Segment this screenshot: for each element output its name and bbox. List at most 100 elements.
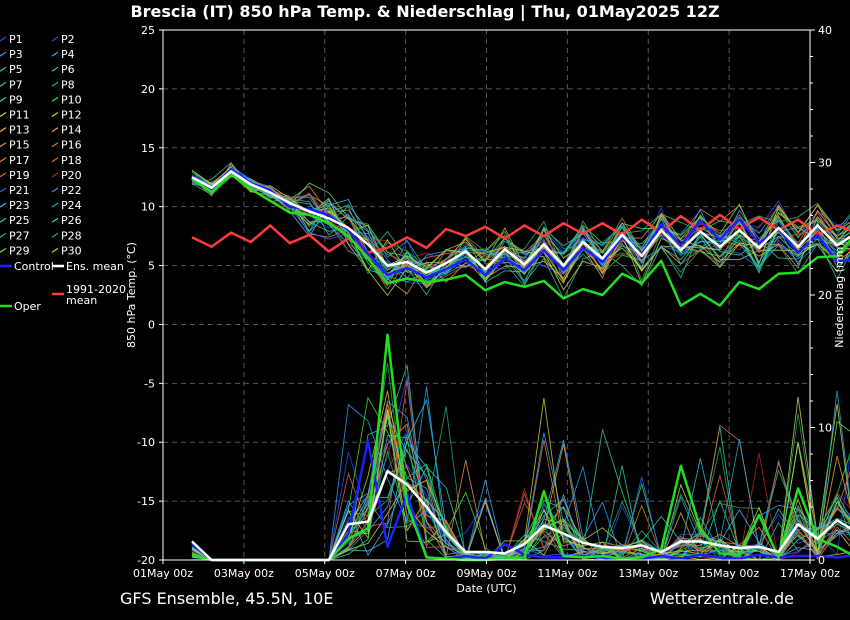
y-tick-label: 10: [141, 201, 155, 214]
legend-label: P18: [61, 154, 82, 167]
x-tick-label: 17May 00z: [780, 567, 840, 580]
legend-swatch: [51, 217, 59, 223]
y-tick-label: 25: [141, 24, 155, 37]
legend-swatch: [51, 51, 59, 57]
y-axis-label: 850 hPa Temp. (°C): [125, 242, 138, 348]
legend-swatch: [51, 172, 59, 178]
y-tick-label: 20: [141, 83, 155, 96]
member-precip-line: [191, 408, 850, 561]
y-tick-label: -10: [137, 436, 155, 449]
x-tick-label: 15May 00z: [699, 567, 759, 580]
legend-label: P28: [61, 229, 82, 242]
y-tick-label: -5: [144, 377, 155, 390]
member-temp-line: [191, 174, 850, 272]
x-axis-label: Date (UTC): [456, 582, 516, 595]
y2-tick-label: 20: [818, 289, 832, 302]
legend-label: P5: [9, 63, 23, 76]
legend-swatch: [51, 247, 59, 253]
legend-label: P4: [61, 48, 75, 61]
member-temp-line: [191, 171, 850, 284]
legend-swatch: [0, 202, 7, 208]
legend-swatch: [51, 127, 59, 133]
axes: 01May 00z 03May 00z 05May 00z 07May 00z 09Ma…: [125, 24, 846, 595]
legend-swatch: [51, 81, 59, 87]
legend-label: Oper: [14, 300, 41, 313]
legend-swatch: [0, 187, 7, 193]
legend-swatch: [0, 112, 7, 117]
legend-label: P6: [61, 63, 75, 76]
y-tick-label: -20: [137, 554, 155, 567]
oper-temp-line: [191, 171, 850, 307]
legend-swatch: [0, 36, 7, 42]
x-tick-label: 01May 00z: [133, 567, 193, 580]
legend-label: P14: [61, 124, 82, 137]
legend-swatch: [51, 142, 59, 148]
legend-label: P30: [61, 244, 82, 257]
y-tick-label: -15: [137, 495, 155, 508]
legend-label: P15: [9, 139, 30, 152]
legend-swatch: [51, 66, 59, 72]
member-precip-line: [191, 406, 850, 561]
ens-mean-precip-line: [191, 469, 850, 562]
chart-title: Brescia (IT) 850 hPa Temp. & Niederschla…: [130, 2, 720, 21]
legend-swatch: [0, 81, 7, 87]
legend-swatch: [51, 96, 59, 102]
y-tick-label: 15: [141, 142, 155, 155]
legend-label: P29: [9, 244, 30, 257]
legend-label: P17: [9, 154, 30, 167]
legend-swatch: [51, 112, 59, 117]
legend-label: P13: [9, 124, 30, 137]
model-footer: GFS Ensemble, 45.5N, 10E: [120, 589, 334, 608]
member-temp-line: [191, 170, 850, 280]
member-temp-line: [191, 176, 850, 286]
y2-tick-label: 0: [818, 554, 825, 567]
member-precip-line: [191, 413, 850, 561]
y-tick-label: 5: [148, 260, 155, 273]
x-tick-label: 11May 00z: [537, 567, 597, 580]
legend-label: P20: [61, 169, 82, 182]
legend-swatch: [51, 157, 59, 163]
y2-tick-label: 30: [818, 157, 832, 170]
legend-label: P27: [9, 229, 30, 242]
legend-label: 1991-2020: [66, 283, 126, 296]
legend-label: P23: [9, 199, 30, 212]
legend-swatch: [0, 172, 7, 178]
member-precip-line: [191, 398, 850, 561]
legend-label: P21: [9, 184, 30, 197]
legend-label: P22: [61, 184, 82, 197]
legend-swatch: [51, 187, 59, 193]
legend-label: P19: [9, 169, 30, 182]
x-tick-label: 07May 00z: [376, 567, 436, 580]
source-footer: Wetterzentrale.de: [649, 589, 794, 608]
legend-label: P10: [61, 93, 82, 106]
x-tick-label: 13May 00z: [618, 567, 678, 580]
member-precip-line: [191, 410, 850, 561]
legend-label: P7: [9, 78, 23, 91]
legend-swatch: [0, 157, 7, 163]
member-precip-line: [191, 403, 850, 561]
legend-swatch: [51, 232, 59, 238]
legend-label: P9: [9, 93, 23, 106]
y2-tick-label: 10: [818, 422, 832, 435]
legend-label: mean: [66, 294, 97, 307]
member-precip-line: [191, 409, 850, 561]
grid: [163, 30, 810, 560]
legend-swatch: [51, 202, 59, 208]
legend-swatch: [0, 51, 7, 57]
legend-swatch: [0, 127, 7, 133]
clim-mean-line: [191, 213, 850, 254]
ens-mean-temp-line: [191, 170, 850, 274]
legend-label: P8: [61, 78, 75, 91]
x-tick-label: 03May 00z: [214, 567, 274, 580]
legend-label: P12: [61, 109, 82, 122]
legend-label: P1: [9, 33, 23, 46]
member-precip-line: [191, 403, 850, 562]
y-tick-label: 0: [148, 318, 155, 331]
legend-swatch: [51, 36, 59, 42]
legend-label: P24: [61, 199, 82, 212]
legend-swatch: [0, 142, 7, 148]
legend-label: P3: [9, 48, 23, 61]
legend-swatch: [0, 96, 7, 102]
member-precip-line: [191, 423, 850, 561]
